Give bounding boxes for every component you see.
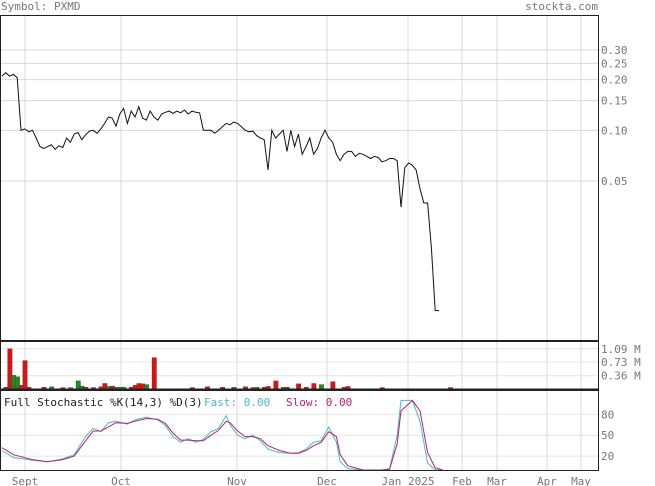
price-tick-label: 0.15 xyxy=(601,95,628,108)
site-label: stockta.com xyxy=(525,0,598,13)
volume-tick-label: 1.09 M xyxy=(601,343,641,356)
price-tick-label: 0.20 xyxy=(601,74,628,87)
stochastic-title: Full Stochastic %K(14,3) %D(3) xyxy=(4,396,203,409)
price-line xyxy=(1,72,439,312)
volume-bar xyxy=(273,380,279,390)
symbol-label: Symbol: PXMD xyxy=(1,0,80,13)
price-frame xyxy=(0,15,599,341)
price-tick-label: 0.25 xyxy=(601,57,628,70)
stochastic-tick-label: 20 xyxy=(601,450,614,463)
month-label: Sept xyxy=(12,475,39,486)
stochastic-slow-label: Slow: 0.00 xyxy=(286,396,352,409)
stochastic-frame xyxy=(0,390,599,471)
panel-frames xyxy=(0,15,599,471)
stochastic-tick-label: 80 xyxy=(601,408,614,421)
grid xyxy=(0,15,598,470)
month-label: Mar xyxy=(487,475,507,486)
month-label: Nov xyxy=(227,475,247,486)
price-panel xyxy=(1,72,439,312)
volume-tick-label: 0.36 M xyxy=(601,370,641,383)
stochastic-tick-label: 50 xyxy=(601,429,614,442)
axis-labels: 0.300.25 0.20 0.15 0.10 0.05 1.09 M0.73 M0.36… xyxy=(12,44,641,486)
volume-tick-label: 0.73 M xyxy=(601,356,641,369)
volume-bar xyxy=(144,384,150,390)
month-label: Feb xyxy=(452,475,472,486)
volume-bar xyxy=(311,383,317,390)
price-tick-label: 0.30 xyxy=(601,44,628,57)
month-label: Jan 2025 xyxy=(382,475,435,486)
price-tick-label: 0.05 xyxy=(601,175,628,188)
month-label: Oct xyxy=(111,475,131,486)
volume-bar xyxy=(151,357,157,390)
volume-bar xyxy=(330,381,336,390)
price-tick-label: 0.10 xyxy=(601,124,628,137)
volume-bar xyxy=(22,360,28,390)
stochastic-fast-label: Fast: 0.00 xyxy=(204,396,270,409)
volume-bar xyxy=(296,383,302,390)
month-label: May xyxy=(571,475,591,486)
volume-panel xyxy=(3,348,454,390)
volume-bar xyxy=(319,384,324,390)
month-label: Dec xyxy=(317,475,337,486)
month-label: Apr xyxy=(537,475,557,486)
